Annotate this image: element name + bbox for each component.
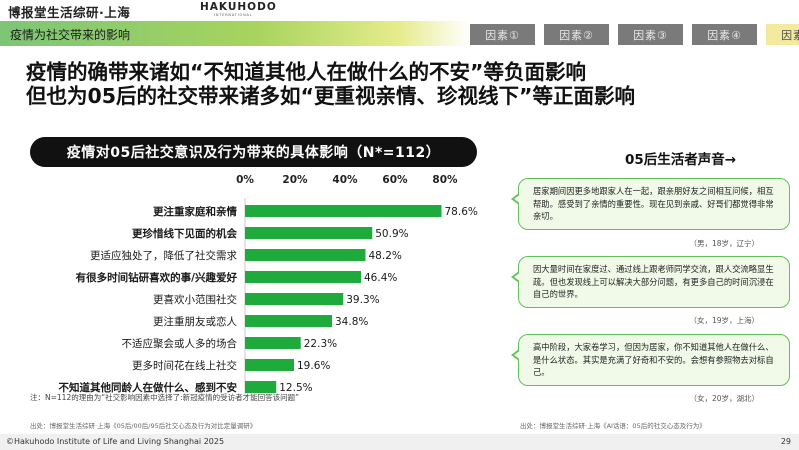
footer: ©Hakuhodo Institute of Life and Living S… (0, 434, 799, 450)
x-tick-label: 0% (236, 174, 254, 186)
category-label: 更珍惜线下见面的机会 (132, 227, 237, 240)
tab-factor-2[interactable]: 因素② (544, 24, 609, 45)
bar-value-label: 48.2% (369, 250, 402, 262)
tab-factor-5[interactable]: 因素⑤ (766, 24, 799, 45)
headline-line-2: 但也为05后的社交带来诸多如“更重视亲情、珍视线下”等正面影响 (26, 84, 635, 108)
quote-bubble-2: 因大量时间在家度过、通过线上跟老师同学交流，跟人交流略显生疏。但也发现线上可以解… (511, 256, 790, 308)
quote-bubble-3: 高中阶段，大家卷学习，但因为居家，你不知道其他人在做什么、是什么状态。其实是充满… (511, 334, 790, 386)
headline-line-1: 疫情的确带来诸如“不知道其他人在做什么的不安”等负面影响 (26, 60, 586, 84)
x-tick-label: 40% (332, 174, 358, 186)
category-label: 更喜欢小范围社交 (153, 293, 237, 306)
bar (245, 359, 294, 371)
quote-attribution-3: （女，20岁，湖北） (689, 394, 759, 403)
bar (245, 381, 277, 393)
bar-value-label: 19.6% (297, 360, 330, 372)
category-label: 不知道其他同龄人在做什么、感到不安 (59, 381, 238, 394)
source-right: 出处：博报堂生活综研·上海《AI话语：05后的社交心态及行为》 (520, 422, 706, 430)
category-label: 更注重家庭和亲情 (153, 205, 237, 218)
category-label: 更适应独处了，降低了社交需求 (90, 249, 237, 262)
bar-value-label: 34.8% (335, 316, 368, 328)
x-tick-label: 80% (432, 174, 458, 186)
bar (245, 315, 332, 327)
copyright: ©Hakuhodo Institute of Life and Living S… (6, 437, 225, 446)
bar-value-label: 46.4% (364, 272, 397, 284)
hakuhodo-logo-subtitle: INTERNATIONAL (214, 13, 253, 17)
quote-text-3: 高中阶段，大家卷学习，但因为居家，你不知道其他人在做什么、是什么状态。其实是充满… (533, 342, 774, 377)
x-tick-label: 20% (282, 174, 308, 186)
bar (245, 293, 344, 305)
brand-name: 博报堂生活综研·上海 (8, 5, 131, 20)
quote-text-1: 居家期间因更多地跟家人在一起，跟亲朋好友之间相互问候，相互帮助。感受到了亲情的重… (533, 186, 774, 221)
hakuhodo-logo: HAKUHODO (200, 1, 277, 13)
topic-title: 疫情为社交带来的影响 (10, 28, 131, 42)
tab-factor-1[interactable]: 因素① (470, 24, 535, 45)
category-label: 更多时间花在线上社交 (132, 359, 237, 372)
quote-bubble-1: 居家期间因更多地跟家人在一起，跟亲朋好友之间相互问候，相互帮助。感受到了亲情的重… (511, 178, 790, 230)
category-label: 更注重朋友或恋人 (153, 315, 237, 328)
quote-attribution-1: （男，18岁，辽宁） (689, 239, 759, 248)
category-label: 有很多时间钻研喜欢的事/兴趣爱好 (76, 271, 238, 284)
source-left: 出处：博报堂生活综研·上海《05后/00后/95后社交心态及行为对比定量调研》 (30, 422, 257, 430)
bar (245, 337, 301, 349)
page-number: 29 (780, 437, 791, 446)
bar-value-label: 39.3% (346, 294, 379, 306)
header: 博报堂生活综研·上海 HAKUHODO INTERNATIONAL (0, 0, 799, 20)
bar (245, 205, 442, 217)
factor-tabs: 因素① 因素② 因素③ 因素④ 因素⑤ (470, 24, 799, 45)
bar-value-label: 50.9% (375, 228, 408, 240)
bar (245, 227, 373, 239)
headline: 疫情的确带来诸如“不知道其他人在做什么的不安”等负面影响 但也为05后的社交带来… (26, 60, 635, 108)
topic-band: 疫情为社交带来的影响 (0, 21, 470, 46)
category-label: 不适应聚会或人多的场合 (122, 337, 238, 350)
chart-title: 疫情对05后社交意识及行为带来的具体影响（N*=112） (30, 137, 477, 167)
bar-value-label: 78.6% (445, 206, 478, 218)
voices-title: 05后生活者声音→ (625, 152, 737, 168)
bar (245, 249, 366, 261)
tab-factor-4[interactable]: 因素④ (692, 24, 757, 45)
bar-value-label: 22.3% (304, 338, 337, 350)
bar-value-label: 12.5% (279, 382, 312, 394)
quote-text-2: 因大量时间在家度过、通过线上跟老师同学交流，跟人交流略显生疏。但也发现线上可以解… (533, 264, 774, 299)
chart-note: 注：N=112的理由为“社交影响因素中选择了:新冠疫情的受访者才能回答该问题” (30, 393, 300, 402)
quote-attribution-2: （女，19岁，上海） (689, 316, 759, 325)
x-tick-label: 60% (382, 174, 408, 186)
tab-factor-3[interactable]: 因素③ (618, 24, 683, 45)
bar-chart: 0% 20% 40% 60% 80% 更注重家庭和亲情 78.6% 更珍惜线下见面的机会 50.… (59, 174, 478, 395)
bar (245, 271, 361, 283)
